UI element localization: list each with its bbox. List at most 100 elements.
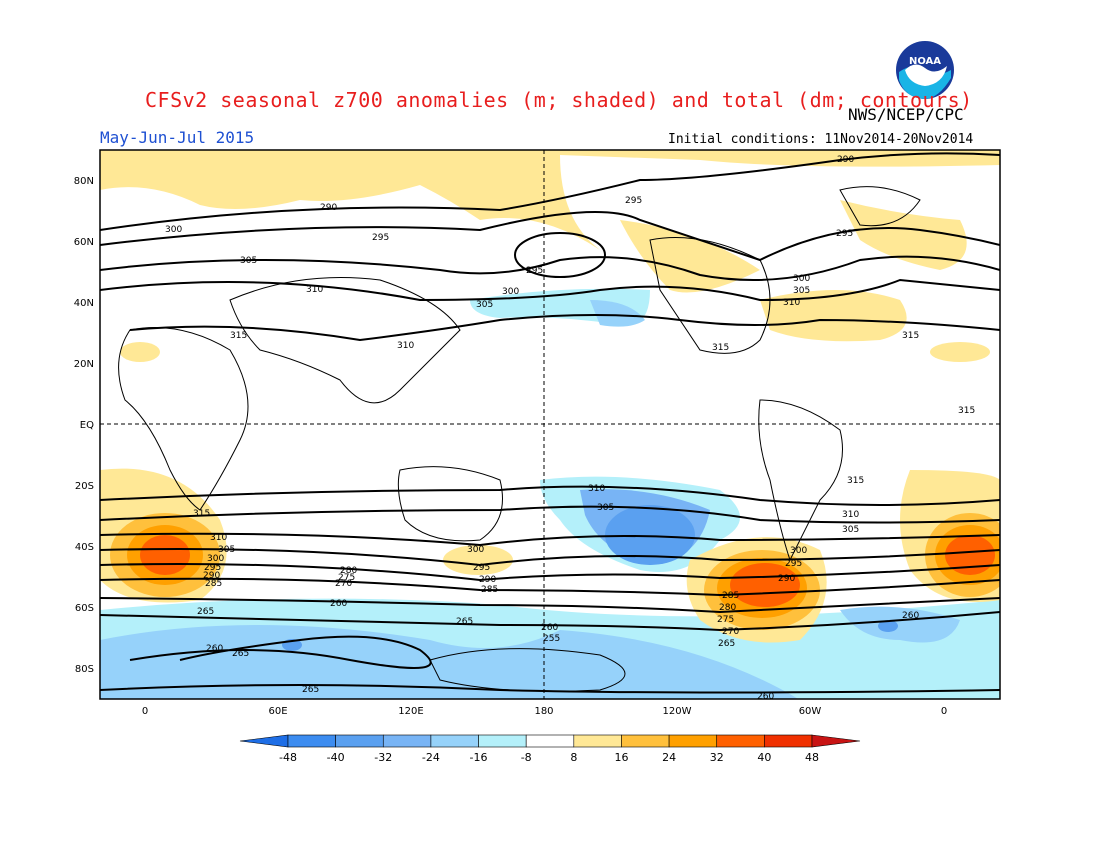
svg-text:300: 300 bbox=[207, 554, 224, 564]
colorbar: -48 -40 -32 -24 -16 -8 8 16 24 32 40 48 bbox=[239, 734, 861, 764]
svg-text:0: 0 bbox=[142, 706, 148, 717]
colorbar-tick-label: 32 bbox=[710, 751, 724, 764]
svg-text:260: 260 bbox=[757, 692, 774, 702]
svg-text:305: 305 bbox=[240, 256, 257, 266]
svg-text:300: 300 bbox=[790, 546, 807, 556]
svg-text:310: 310 bbox=[397, 341, 414, 351]
svg-text:315: 315 bbox=[193, 509, 210, 519]
svg-text:80S: 80S bbox=[75, 664, 94, 675]
svg-text:305: 305 bbox=[218, 545, 235, 555]
svg-text:295: 295 bbox=[204, 563, 221, 573]
svg-text:305: 305 bbox=[842, 525, 859, 535]
colorbar-tick-label: -32 bbox=[374, 751, 392, 764]
svg-text:265: 265 bbox=[232, 649, 249, 659]
svg-text:120E: 120E bbox=[398, 706, 423, 717]
svg-text:300: 300 bbox=[502, 287, 519, 297]
colorbar-bin bbox=[621, 734, 670, 748]
svg-text:60N: 60N bbox=[74, 237, 94, 248]
svg-text:300: 300 bbox=[467, 545, 484, 555]
svg-text:275: 275 bbox=[338, 573, 355, 583]
colorbar-bin bbox=[668, 734, 718, 748]
svg-text:265: 265 bbox=[456, 617, 473, 627]
svg-text:120W: 120W bbox=[663, 706, 692, 717]
colorbar-bin bbox=[525, 734, 575, 748]
svg-text:255: 255 bbox=[543, 634, 560, 644]
colorbar-bin bbox=[573, 734, 622, 748]
svg-text:295: 295 bbox=[473, 563, 490, 573]
colorbar-bin bbox=[716, 734, 765, 748]
colorbar-bin bbox=[478, 734, 527, 748]
svg-text:40N: 40N bbox=[74, 298, 94, 309]
svg-text:60E: 60E bbox=[268, 706, 287, 717]
noaa-logo: NOAA bbox=[895, 40, 955, 100]
svg-text:40S: 40S bbox=[75, 542, 94, 553]
colorbar-tick-label: 24 bbox=[662, 751, 676, 764]
svg-text:315: 315 bbox=[847, 476, 864, 486]
svg-text:305: 305 bbox=[793, 286, 810, 296]
svg-text:315: 315 bbox=[958, 406, 975, 416]
initial-conditions: Initial conditions: 11Nov2014-20Nov2014 bbox=[668, 132, 974, 147]
colorbar-tick-label: 40 bbox=[757, 751, 771, 764]
colorbar-tick-label: -24 bbox=[422, 751, 440, 764]
svg-text:285: 285 bbox=[205, 579, 222, 589]
svg-text:315: 315 bbox=[230, 331, 247, 341]
svg-text:305: 305 bbox=[597, 503, 614, 513]
svg-text:265: 265 bbox=[718, 639, 735, 649]
svg-text:80N: 80N bbox=[74, 176, 94, 187]
svg-text:295: 295 bbox=[836, 229, 853, 239]
svg-text:NOAA: NOAA bbox=[909, 56, 941, 67]
agency-label: NWS/NCEP/CPC bbox=[848, 105, 964, 124]
svg-text:310: 310 bbox=[588, 484, 605, 494]
colorbar-bin bbox=[335, 734, 384, 748]
svg-text:20S: 20S bbox=[75, 481, 94, 492]
contour-labels-south: 310 305 300 295 290 285 280 275 270 265 … bbox=[193, 476, 919, 702]
svg-text:310: 310 bbox=[783, 298, 800, 308]
forecast-period: May-Jun-Jul 2015 bbox=[100, 128, 255, 147]
colorbar-max-arrow bbox=[811, 734, 861, 748]
svg-text:60W: 60W bbox=[799, 706, 822, 717]
svg-text:285: 285 bbox=[722, 591, 739, 601]
height-contours bbox=[100, 152, 1000, 694]
colorbar-bin bbox=[430, 734, 479, 748]
svg-text:315: 315 bbox=[902, 331, 919, 341]
colorbar-tick-label: -16 bbox=[470, 751, 488, 764]
svg-text:290: 290 bbox=[203, 571, 220, 581]
svg-text:20N: 20N bbox=[74, 359, 94, 370]
colorbar-bin bbox=[382, 734, 432, 748]
svg-text:265: 265 bbox=[197, 607, 214, 617]
svg-text:265: 265 bbox=[302, 685, 319, 695]
svg-text:290: 290 bbox=[778, 574, 795, 584]
colorbar-tick-label: 48 bbox=[805, 751, 819, 764]
svg-text:280: 280 bbox=[340, 566, 357, 576]
svg-text:290: 290 bbox=[320, 203, 337, 213]
svg-text:285: 285 bbox=[481, 585, 498, 595]
svg-text:275: 275 bbox=[717, 615, 734, 625]
colorbar-tick-label: -8 bbox=[521, 751, 532, 764]
chart-title: CFSv2 seasonal z700 anomalies (m; shaded… bbox=[145, 88, 973, 112]
svg-text:180: 180 bbox=[534, 706, 553, 717]
svg-text:260: 260 bbox=[206, 644, 223, 654]
latitude-labels: 80N 60N 40N 20N EQ 20S 40S 60S 80S bbox=[74, 176, 94, 675]
svg-text:260: 260 bbox=[330, 599, 347, 609]
contour-labels-north: 290 295 290 295 300 305 310 315 310 305 … bbox=[165, 155, 975, 416]
svg-text:295: 295 bbox=[372, 233, 389, 243]
coastlines bbox=[118, 186, 921, 692]
svg-text:0: 0 bbox=[941, 706, 947, 717]
colorbar-bin bbox=[764, 734, 813, 748]
map-frame bbox=[99, 149, 1001, 700]
svg-text:295: 295 bbox=[625, 196, 642, 206]
colorbar-min-arrow bbox=[239, 734, 289, 748]
svg-text:305: 305 bbox=[476, 300, 493, 310]
svg-text:260: 260 bbox=[541, 623, 558, 633]
svg-text:310: 310 bbox=[210, 533, 227, 543]
svg-text:270: 270 bbox=[722, 627, 739, 637]
svg-text:315: 315 bbox=[712, 343, 729, 353]
svg-text:EQ: EQ bbox=[80, 420, 94, 431]
colorbar-bin bbox=[287, 734, 336, 748]
svg-text:290: 290 bbox=[479, 575, 496, 585]
svg-text:300: 300 bbox=[165, 225, 182, 235]
colorbar-tick-label: 16 bbox=[614, 751, 628, 764]
colorbar-tick-label: 8 bbox=[570, 751, 577, 764]
svg-text:295: 295 bbox=[785, 559, 802, 569]
